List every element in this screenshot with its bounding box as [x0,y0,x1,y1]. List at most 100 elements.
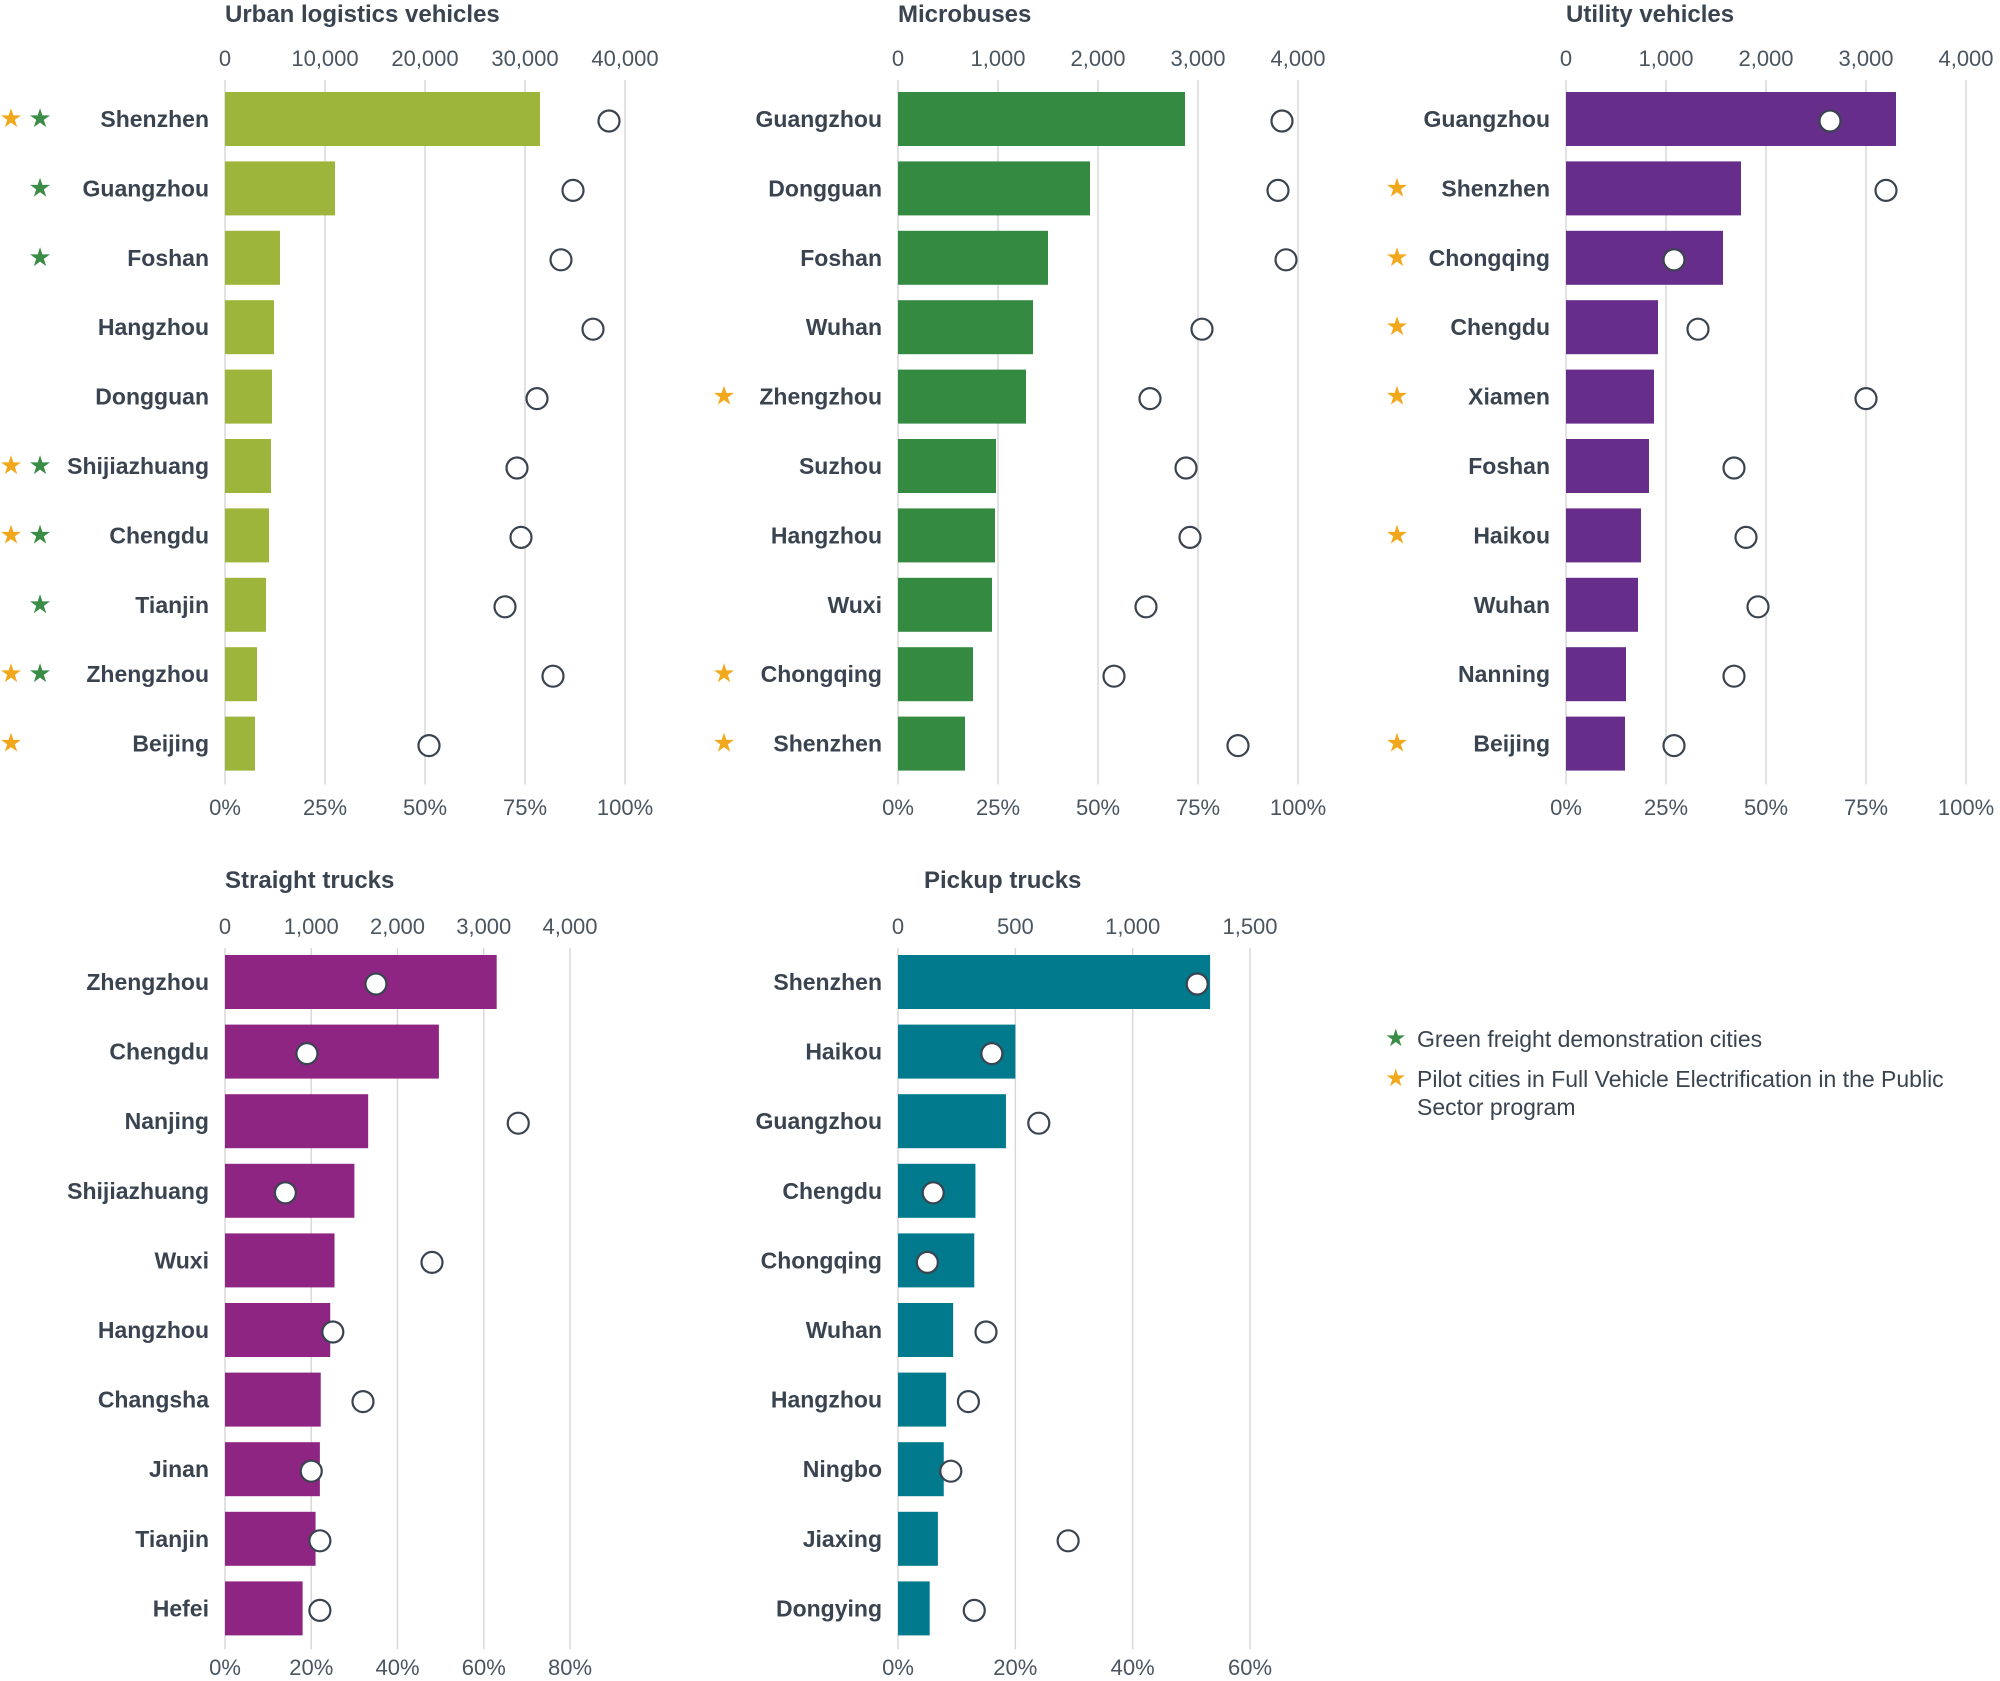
green-star-icon: ★ [28,519,51,549]
bottom-axis-tick-label: 75% [1844,795,1888,820]
orange-star-icon: ★ [712,381,735,411]
green-star-icon: ★ [28,658,51,688]
bar [1566,508,1641,563]
bar [225,300,274,355]
category-label: Tianjin [135,592,209,618]
top-axis-tick-label: 10,000 [291,46,358,71]
bar [898,1511,938,1566]
share-marker [308,1598,332,1623]
share-marker [321,1320,345,1344]
share-marker [505,456,529,480]
green-star-icon: ★ [28,242,51,272]
bar [1566,647,1626,702]
category-label: Nanning [1458,661,1550,687]
legend: ★ Green freight demonstration cities ★ P… [1385,1025,1945,1133]
share-marker [417,733,441,758]
category-label: Chengdu [1450,314,1550,340]
legend-green-freight: ★ Green freight demonstration cities [1385,1025,1945,1053]
top-axis-tick-label: 0 [892,914,904,939]
share-marker [974,1320,998,1344]
bottom-axis-tick-label: 75% [1176,795,1220,820]
share-marker [364,972,388,996]
share-marker [1102,664,1126,688]
bar [898,300,1033,355]
share-marker [273,1181,297,1205]
legend-orange-label: Pilot cities in Full Vehicle Electrifica… [1417,1066,1944,1120]
category-label: Jiaxing [803,1526,882,1552]
share-marker [493,595,517,619]
category-label: Beijing [1473,731,1550,757]
top-axis-tick-label: 4,000 [542,914,597,939]
top-axis-tick-label: 2,000 [1738,46,1793,71]
share-marker [1662,733,1686,758]
category-label: Zhengzhou [759,384,882,410]
bottom-axis-tick-label: 20% [289,1655,333,1680]
share-marker [1185,972,1209,996]
bar [898,647,973,702]
top-axis-tick-label: 40,000 [591,46,658,71]
category-label: Haikou [1473,522,1550,548]
category-label: Hangzhou [771,522,882,548]
category-label: Guangzhou [756,106,882,132]
bottom-axis-tick-label: 40% [1111,1655,1155,1680]
bottom-axis-tick-label: 25% [976,795,1020,820]
top-axis-tick-label: 1,000 [284,914,339,939]
orange-star-icon: ★ [712,728,735,758]
orange-star-icon: ★ [1385,311,1408,341]
share-marker [525,387,549,411]
bar [1566,300,1658,355]
green-star-icon: ★ [28,103,51,133]
bottom-axis-tick-label: 60% [462,1655,506,1680]
share-marker [1746,595,1770,619]
category-label: Zhengzhou [86,969,209,995]
legend-pilot-cities: ★ Pilot cities in Full Vehicle Electrifi… [1385,1065,1945,1121]
share-marker [956,1389,981,1414]
bar [225,716,255,771]
bar [898,1372,947,1427]
share-marker [1662,248,1686,272]
category-label: Hangzhou [98,314,209,340]
bottom-axis-tick-label: 100% [597,795,653,820]
share-marker [1818,109,1842,133]
category-label: Guangzhou [1424,106,1550,132]
legend-green-label: Green freight demonstration cities [1417,1026,1763,1052]
top-axis-tick-label: 1,500 [1222,914,1277,939]
share-marker [1722,664,1746,688]
panel-title: Utility vehicles [1566,1,1734,28]
orange-star-icon: ★ [1385,381,1408,411]
share-marker [1270,109,1294,133]
bar [898,439,996,493]
category-label: Foshan [127,245,209,271]
top-axis-tick-label: 0 [892,46,904,71]
bar [225,1233,335,1288]
share-marker [509,525,533,550]
bar [225,508,269,563]
share-marker [939,1459,963,1483]
share-marker [1722,456,1746,480]
category-label: Chengdu [109,522,209,548]
orange-star-icon: ★ [1385,242,1408,272]
bar [1566,161,1741,216]
bar [225,1024,439,1079]
panel-title: Microbuses [898,1,1031,28]
bar [898,577,992,632]
bar [898,92,1185,146]
bar [225,161,335,216]
share-marker [1178,525,1202,550]
top-axis-tick-label: 1,000 [970,46,1025,71]
category-label: Haikou [805,1039,882,1065]
share-marker [308,1529,332,1553]
bar [1566,716,1625,771]
share-marker [295,1041,319,1066]
orange-star-icon: ★ [0,728,23,758]
top-axis-tick-label: 0 [1560,46,1572,71]
top-axis-tick-label: 500 [997,914,1034,939]
bar [898,1094,1006,1149]
bottom-axis-tick-label: 25% [1644,795,1688,820]
share-marker [561,178,585,202]
top-axis-tick-label: 1,000 [1105,914,1160,939]
bar [225,369,272,424]
bottom-axis-tick-label: 50% [403,795,447,820]
category-label: Shenzhen [773,969,882,995]
bar [225,1303,331,1357]
